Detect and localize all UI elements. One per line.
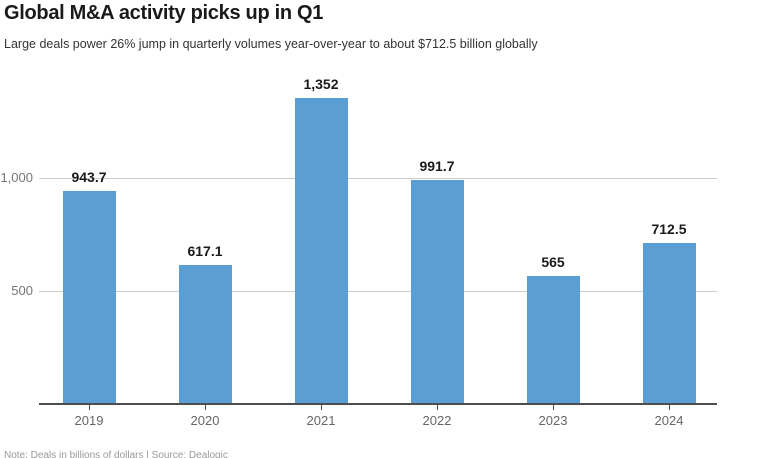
bar	[410, 179, 464, 404]
bar	[62, 190, 116, 404]
bar	[642, 242, 696, 404]
y-tick-label: 500	[11, 283, 33, 298]
x-tick-label: 2020	[190, 413, 220, 428]
x-tick-label: 2021	[306, 413, 336, 428]
chart-title: Global M&A activity picks up in Q1	[4, 2, 324, 24]
gridline	[39, 290, 717, 292]
x-axis-tick	[553, 405, 554, 410]
x-axis-tick	[205, 405, 206, 410]
bar	[526, 276, 580, 404]
x-tick-label: 2022	[422, 413, 452, 428]
bar-value-label: 943.7	[71, 168, 107, 185]
bar	[178, 264, 232, 404]
x-tick-label: 2023	[538, 413, 568, 428]
bar-value-label: 617.1	[187, 242, 223, 259]
x-tick-label: 2024	[654, 413, 684, 428]
bar-value-label: 565	[541, 254, 565, 271]
x-axis-tick	[89, 405, 90, 410]
bar	[294, 98, 348, 404]
bar-value-label: 1,352	[303, 76, 339, 93]
x-axis-line	[39, 403, 717, 405]
x-axis-tick	[321, 405, 322, 410]
chart-subtitle: Large deals power 26% jump in quarterly …	[4, 37, 538, 51]
x-axis-tick	[669, 405, 670, 410]
x-tick-label: 2019	[74, 413, 104, 428]
y-tick-label: 1,000	[0, 170, 33, 185]
bar-value-label: 712.5	[651, 220, 687, 237]
x-axis-tick	[437, 405, 438, 410]
gridline	[39, 177, 717, 179]
source-note: Note: Deals in billions of dollars | Sou…	[4, 450, 228, 458]
bar-value-label: 991.7	[419, 157, 455, 174]
